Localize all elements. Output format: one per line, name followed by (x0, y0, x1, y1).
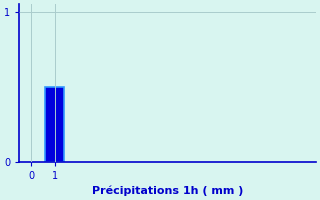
Bar (45, 87, 64, 162)
X-axis label: Précipitations 1h ( mm ): Précipitations 1h ( mm ) (92, 185, 243, 196)
